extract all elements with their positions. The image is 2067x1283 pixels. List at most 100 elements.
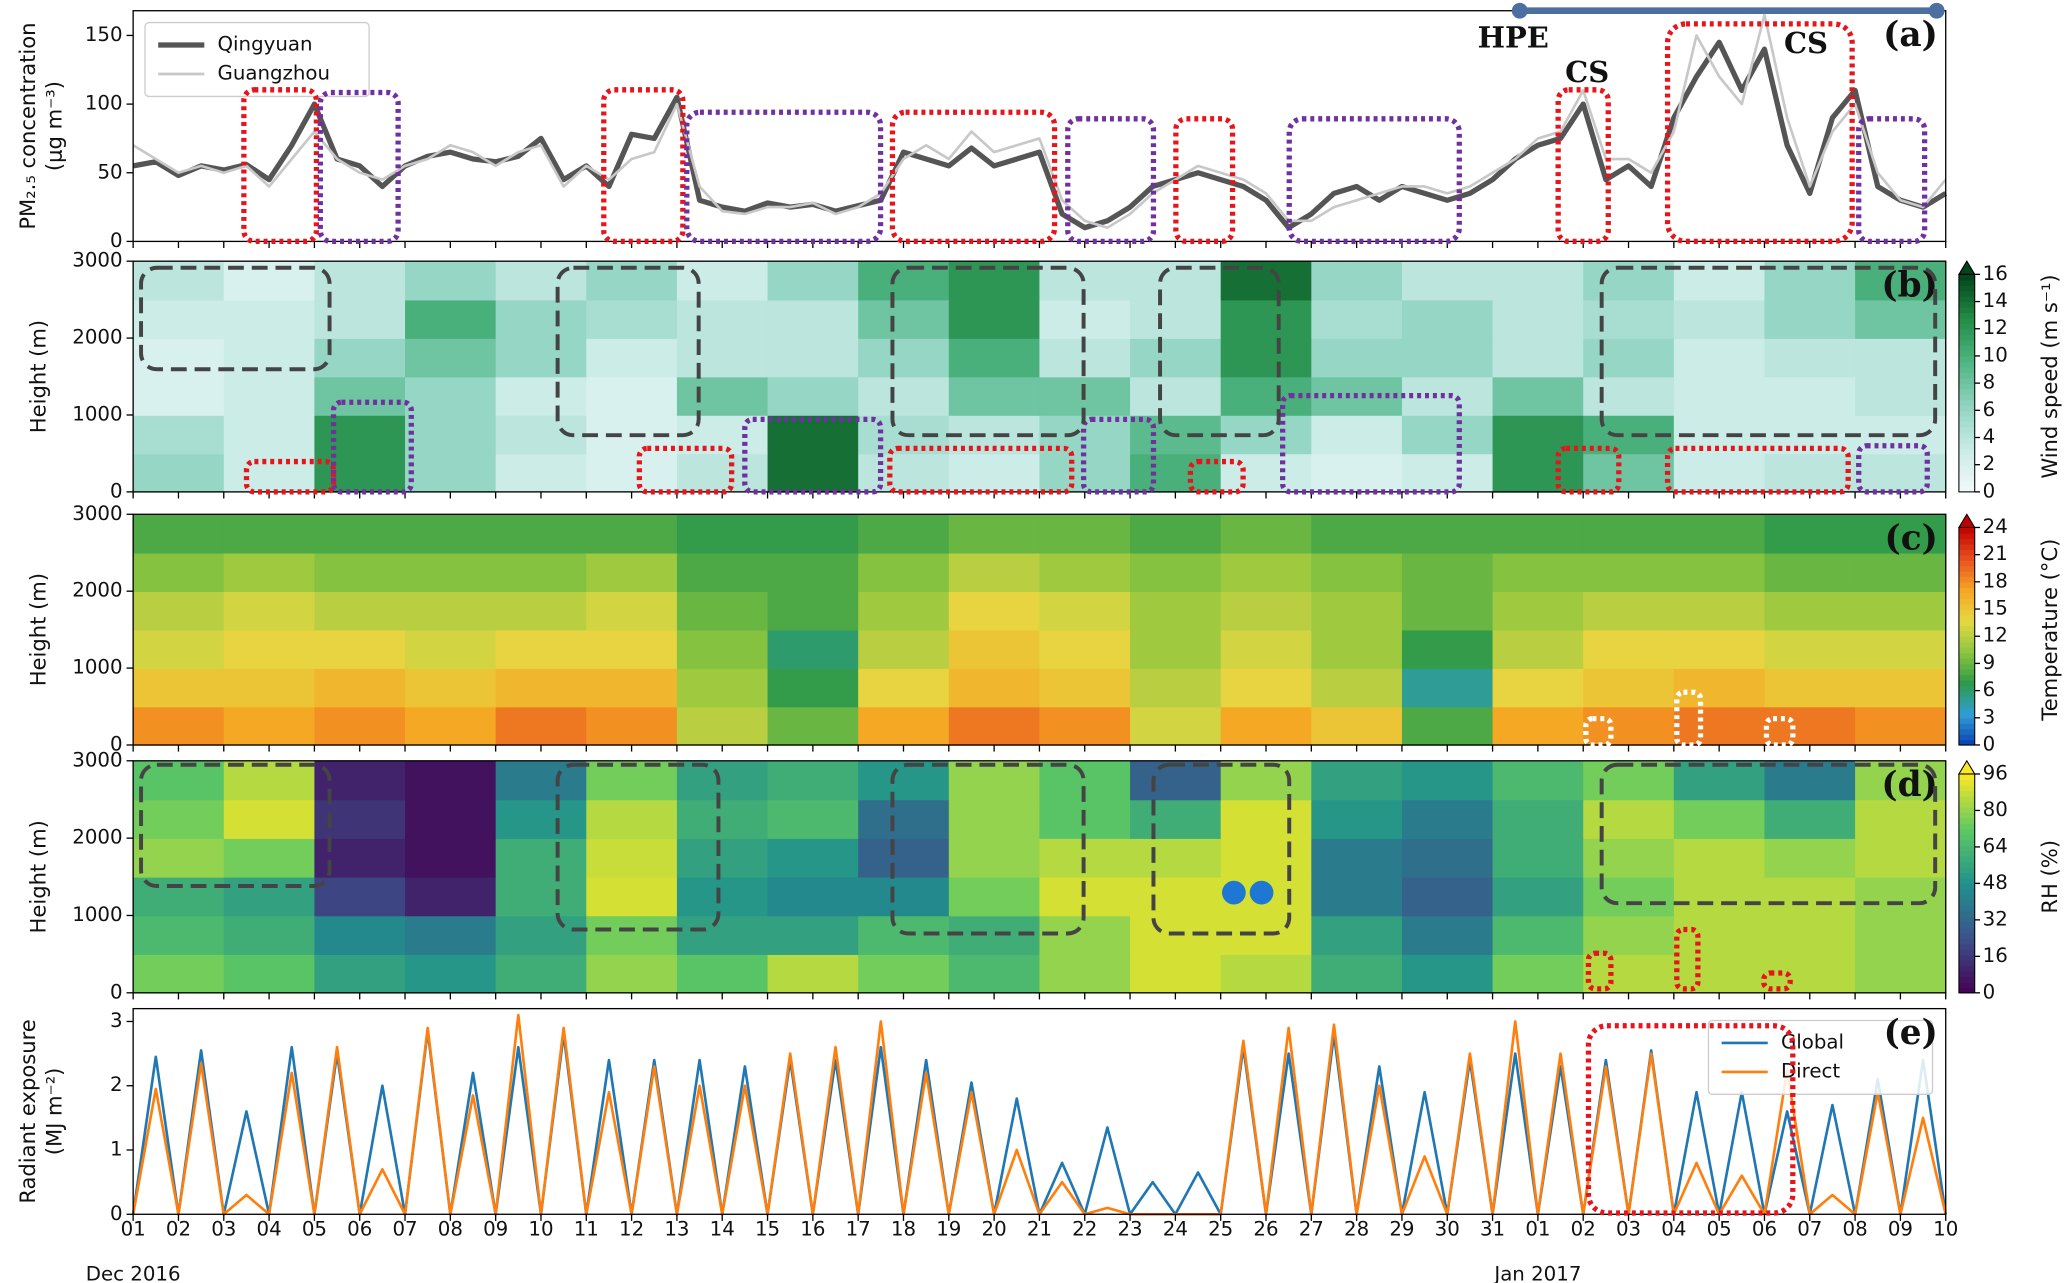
heat-cell: [1764, 668, 1856, 708]
heat-cell: [314, 629, 406, 669]
heat-cell: [1764, 760, 1856, 801]
series-line: [131, 1013, 1948, 1216]
heat-cell: [1764, 799, 1856, 839]
heat-cell: [1311, 799, 1403, 839]
heat-cell: [314, 514, 406, 554]
heat-cell: [1855, 338, 1947, 378]
heat-cell: [1855, 514, 1947, 554]
colorbar-segment: [1958, 421, 1975, 428]
heat-cell: [1130, 629, 1222, 669]
colorbar-segment: [1958, 916, 1975, 923]
heat-cell: [767, 799, 859, 839]
y-tick-label: 2000: [72, 579, 122, 602]
colorbar-segment: [1958, 437, 1975, 444]
heat-cell: [495, 915, 588, 955]
x-tick-label: 21: [1027, 1218, 1052, 1241]
heat-cell: [495, 629, 588, 669]
heat-cell: [405, 453, 497, 493]
heat-cell: [676, 591, 769, 631]
colorbar-segment: [1958, 779, 1975, 786]
x-tick-label: 02: [166, 1218, 191, 1241]
heat-cell: [1311, 299, 1403, 339]
heat-cell: [223, 414, 316, 455]
colorbar-segment: [1958, 543, 1975, 550]
heat-cell: [133, 668, 225, 708]
y-axis-label: (MJ m⁻²): [41, 1068, 66, 1156]
heat-cell: [1492, 299, 1584, 339]
colorbar-segment: [1958, 828, 1975, 835]
y-tick-label: 3000: [72, 502, 122, 525]
colorbar-segment: [1958, 317, 1975, 324]
heat-cell: [1401, 376, 1494, 416]
colorbar-segment: [1958, 279, 1975, 286]
x-tick-label: 05: [1707, 1218, 1732, 1241]
red-boxes: [241, 21, 1855, 1216]
colorbar-segment: [1958, 927, 1975, 934]
heat-cell: [1492, 629, 1584, 669]
x-tick-label: 23: [1117, 1218, 1142, 1241]
y-tick-label: 1000: [72, 402, 122, 425]
heat-cell: [133, 954, 225, 994]
heat-cell: [1492, 799, 1584, 839]
colorbar-segment: [1958, 641, 1975, 648]
box: [1856, 116, 1928, 245]
heat-cell: [858, 376, 950, 416]
colorbar-tick-label: 18: [1983, 569, 2008, 592]
heat-cell: [767, 954, 859, 994]
heat-cell: [223, 668, 316, 708]
heat-cell: [1039, 668, 1131, 708]
heat-cell: [1039, 514, 1131, 554]
heat-cell: [1583, 376, 1675, 416]
heat-cell: [586, 514, 678, 554]
colorbar-label: RH (%): [2037, 840, 2062, 914]
heat-cell: [133, 299, 225, 339]
heat-cell: [1855, 376, 1947, 416]
colorbar-segment: [1958, 850, 1975, 857]
colorbar-extend: [1957, 759, 1976, 775]
heat-cell: [405, 668, 497, 708]
colorbar-segment: [1958, 663, 1975, 670]
heat-cell: [223, 299, 316, 339]
heat-cell: [1311, 338, 1403, 378]
heat-cell: [1130, 552, 1222, 592]
heat-cell: [586, 591, 678, 631]
box: [1158, 265, 1281, 438]
heat-cell: [767, 338, 859, 378]
colorbar-segment: [1958, 723, 1975, 730]
heat-cell: [1220, 376, 1313, 416]
x-tick-label: 25: [1208, 1218, 1233, 1241]
colorbar-segment: [1958, 976, 1975, 983]
heat-cell: [495, 954, 588, 994]
heat-cell: [405, 591, 497, 631]
heat-cell: [1673, 299, 1766, 339]
box: [1151, 762, 1292, 936]
colorbar-segment: [1958, 636, 1975, 643]
box: [1585, 1023, 1796, 1216]
heat-cell: [1401, 954, 1494, 994]
colorbar-segment: [1958, 383, 1975, 390]
colorbar-tick-label: 80: [1983, 798, 2008, 821]
heat-cell: [223, 376, 316, 416]
heat-cell: [1311, 915, 1403, 955]
legend-label: Qingyuan: [218, 32, 313, 55]
white-boxes: [1583, 689, 1796, 748]
heat-cell: [1583, 299, 1675, 339]
heat-cell: [405, 261, 497, 301]
heat-cell: [1583, 591, 1675, 631]
colorbar-tick-label: 16: [1983, 262, 2008, 285]
heat-cell: [858, 299, 950, 339]
colorbar-segment: [1958, 839, 1975, 846]
panel: Qingyuan Guangzhou 0 50 100 150 PM₂.₅ concentr…: [15, 2, 1948, 252]
y-axis-label: Height (m): [26, 573, 51, 686]
y-tick-label: 1: [110, 1138, 123, 1161]
colorbar-segment: [1958, 806, 1975, 813]
heat-cell: [314, 876, 406, 917]
heat-cell: [1220, 760, 1313, 801]
heat-cell: [1583, 838, 1675, 878]
x-tick-label: 08: [438, 1218, 463, 1241]
heat-cell: [948, 706, 1041, 746]
heat-cell: [223, 552, 316, 592]
heat-cell: [1039, 629, 1131, 669]
